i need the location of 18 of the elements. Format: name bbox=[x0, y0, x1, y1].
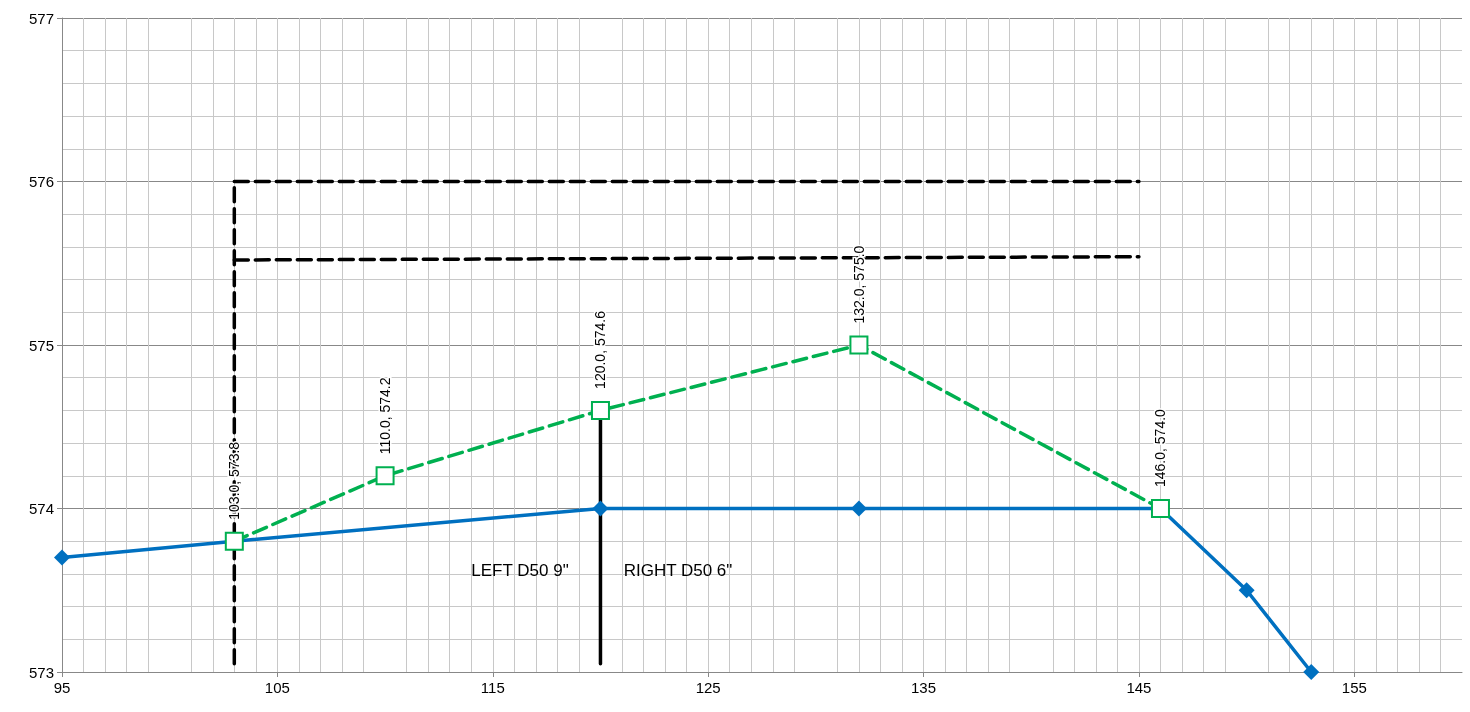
x-tick-label: 145 bbox=[1126, 679, 1152, 696]
x-tick-label: 105 bbox=[264, 679, 290, 696]
annotation: LEFT D50 9" bbox=[471, 560, 569, 580]
x-tick-label: 125 bbox=[695, 679, 721, 696]
y-tick-label: 573 bbox=[28, 663, 54, 681]
data-label: 120.0, 574.6 bbox=[592, 310, 609, 389]
data-label: 132.0, 575.0 bbox=[850, 245, 867, 324]
y-tick-label: 575 bbox=[28, 336, 54, 354]
y-tick-label: 574 bbox=[28, 500, 54, 517]
y-tick-label: 576 bbox=[28, 173, 54, 190]
x-tick-label: 135 bbox=[911, 679, 937, 696]
data-label: 146.0, 574.0 bbox=[1152, 408, 1169, 487]
x-tick-label: 115 bbox=[480, 679, 505, 696]
data-label: 110.0, 574.2 bbox=[377, 377, 394, 455]
x-tick-label: 95 bbox=[53, 679, 71, 696]
y-tick-label: 577 bbox=[28, 9, 54, 27]
x-tick-label: 155 bbox=[1341, 679, 1367, 696]
annotation: RIGHT D50 6" bbox=[623, 560, 733, 580]
